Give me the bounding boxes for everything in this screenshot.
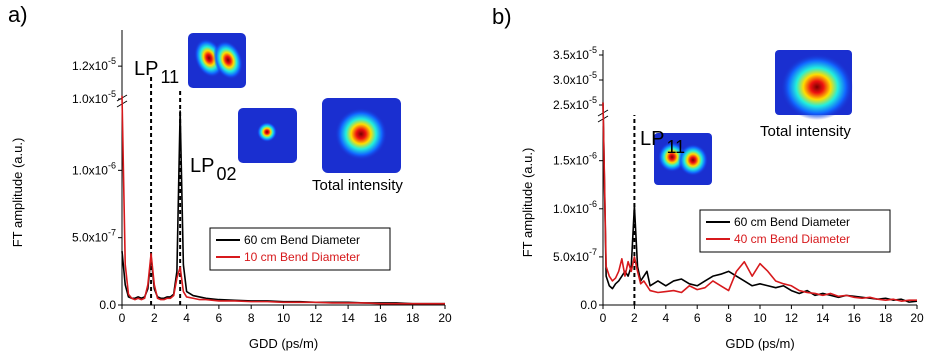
- mode-image-lp11-a: [188, 33, 248, 88]
- x-tick-label: 14: [341, 311, 355, 325]
- mode-image-total-b: [775, 50, 853, 120]
- x-tick-label: 16: [848, 311, 862, 325]
- mode-image-lp02-a: [238, 108, 297, 163]
- x-tick-label: 4: [662, 311, 669, 325]
- x-tick-label: 18: [406, 311, 420, 325]
- x-tick-label: 12: [785, 311, 799, 325]
- x-tick-label: 0: [600, 311, 607, 325]
- y-tick-label: 1.0x10-6: [553, 199, 597, 216]
- y-tick-label: 5.0x10-7: [72, 228, 116, 245]
- y-axis-label: FT amplitude (a.u.): [520, 148, 535, 258]
- y-tick-label: 1.0x10-5: [72, 89, 116, 106]
- annotation-subscript: 11: [666, 137, 685, 157]
- x-tick-label: 14: [816, 311, 830, 325]
- annotation-subscript: 11: [160, 67, 179, 87]
- y-tick-label: 5.0x10-7: [553, 247, 597, 264]
- y-tick-label: 3.5x10-5: [553, 45, 597, 62]
- x-tick-label: 8: [725, 311, 732, 325]
- x-tick-label: 0: [119, 311, 126, 325]
- x-tick-label: 12: [309, 311, 323, 325]
- y-tick-label: 0.0: [99, 298, 116, 312]
- x-tick-label: 4: [183, 311, 190, 325]
- x-tick-label: 8: [248, 311, 255, 325]
- y-tick-label: 2.5x10-5: [553, 95, 597, 112]
- x-tick-label: 2: [631, 311, 638, 325]
- y-tick-label: 1.5x10-6: [553, 151, 597, 168]
- x-tick-label: 20: [438, 311, 452, 325]
- mode-image-total-a: [322, 98, 401, 173]
- x-tick-label: 6: [216, 311, 223, 325]
- x-tick-label: 10: [277, 311, 291, 325]
- y-axis-label: FT amplitude (a.u.): [10, 138, 25, 248]
- x-tick-label: 2: [151, 311, 158, 325]
- legend-label: 60 cm Bend Diameter: [734, 215, 850, 229]
- x-axis-label: GDD (ps/m): [249, 336, 318, 351]
- y-tick-label: 3.0x10-5: [553, 70, 597, 87]
- annotation: Total intensity: [312, 177, 403, 194]
- panel-label: b): [492, 4, 512, 29]
- annotation-subscript: 02: [216, 164, 236, 184]
- x-tick-label: 20: [910, 311, 924, 325]
- figure: 0.05.0x10-71.0x10-61.0x10-51.2x10-502468…: [0, 0, 927, 358]
- x-tick-label: 18: [879, 311, 893, 325]
- x-tick-label: 10: [753, 311, 767, 325]
- legend-label: 10 cm Bend Diameter: [244, 250, 360, 264]
- panel-label: a): [8, 2, 28, 27]
- x-axis-label: GDD (ps/m): [725, 336, 794, 351]
- y-tick-label: 0.0: [580, 298, 597, 312]
- y-tick-label: 1.2x10-5: [72, 56, 116, 73]
- annotation: Total intensity: [760, 123, 851, 140]
- legend-label: 40 cm Bend Diameter: [734, 232, 850, 246]
- legend-label: 60 cm Bend Diameter: [244, 233, 360, 247]
- y-tick-label: 1.0x10-6: [72, 160, 116, 177]
- x-tick-label: 6: [694, 311, 701, 325]
- x-tick-label: 16: [374, 311, 388, 325]
